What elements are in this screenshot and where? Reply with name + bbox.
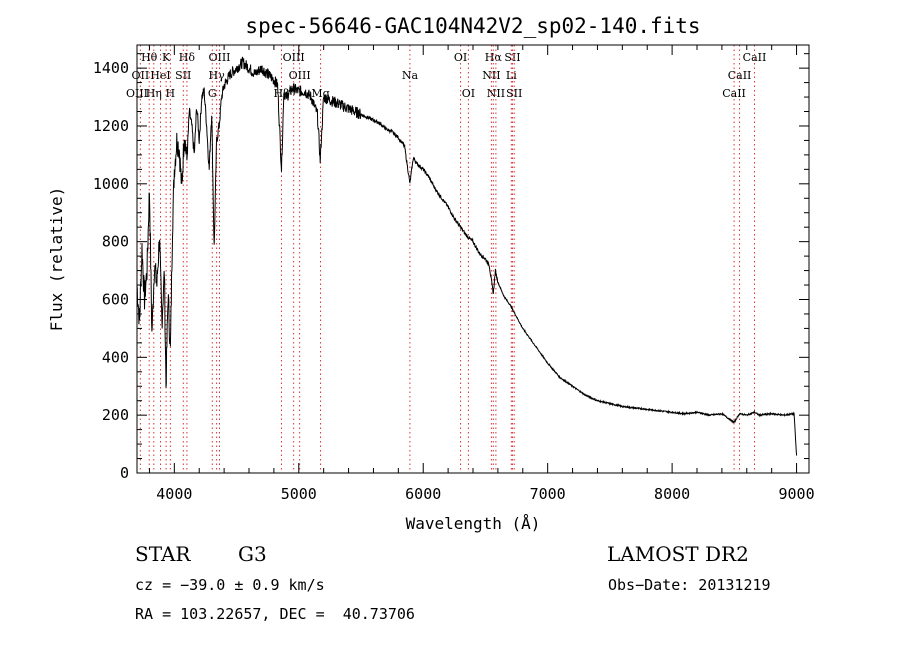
x-tick-label: 8000 <box>654 485 690 503</box>
line-label: Hα <box>485 51 503 64</box>
line-label: OIII <box>208 51 230 64</box>
x-tick-label: 6000 <box>405 485 441 503</box>
line-label: Hθ <box>141 51 158 64</box>
y-axis-label: Flux (relative) <box>47 187 66 332</box>
line-label: Li <box>506 69 517 82</box>
y-tick-label: 1200 <box>93 117 129 135</box>
x-tick-label: 5000 <box>281 485 317 503</box>
spectrum-line <box>136 56 798 456</box>
line-label: SII <box>504 51 520 64</box>
x-tick-label: 7000 <box>530 485 566 503</box>
y-tick-label: 400 <box>102 348 129 366</box>
coordinates: RA = 103.22657, DEC = 40.73706 <box>135 605 415 623</box>
line-label: NII <box>482 69 500 82</box>
line-label: OIII <box>289 69 311 82</box>
chart-title: spec-56646-GAC104N42V2_sp02-140.fits <box>245 14 700 38</box>
y-tick-label: 1400 <box>93 59 129 77</box>
line-label: G <box>208 87 217 100</box>
line-label: NII <box>487 87 505 100</box>
line-label: CaII <box>728 69 752 82</box>
line-label: Hη <box>146 87 162 100</box>
plot-frame <box>136 44 810 474</box>
y-tick-label: 0 <box>120 464 129 482</box>
line-label: CaII <box>743 51 767 64</box>
y-tick-label: 600 <box>102 290 129 308</box>
object-type: STAR <box>135 542 191 566</box>
line-label: K <box>162 51 171 64</box>
y-tick-label: 200 <box>102 406 129 424</box>
line-label: Hδ <box>179 51 196 64</box>
line-label: OIII <box>283 51 305 64</box>
y-tick-label: 1000 <box>93 175 129 193</box>
line-label: Hγ <box>209 69 226 82</box>
line-label: OII <box>132 69 150 82</box>
object-subclass: G3 <box>238 542 267 566</box>
line-label: SII <box>175 69 191 82</box>
line-label: OI <box>454 51 467 64</box>
line-label: SII <box>506 87 522 100</box>
x-axis-label: Wavelength (Å) <box>406 514 541 533</box>
x-tick-label: 9000 <box>778 485 814 503</box>
redshift-velocity: cz = −39.0 ± 0.9 km/s <box>135 576 325 594</box>
line-label: H <box>166 87 176 100</box>
x-tick-label: 4000 <box>156 485 192 503</box>
line-label: Na <box>402 69 419 82</box>
line-label: OI <box>462 87 475 100</box>
y-tick-label: 800 <box>102 233 129 251</box>
observation-date: Obs−Date: 20131219 <box>608 576 771 594</box>
line-label: CaII <box>722 87 746 100</box>
line-label: HeI <box>150 69 170 82</box>
survey-name: LAMOST DR2 <box>607 542 749 566</box>
